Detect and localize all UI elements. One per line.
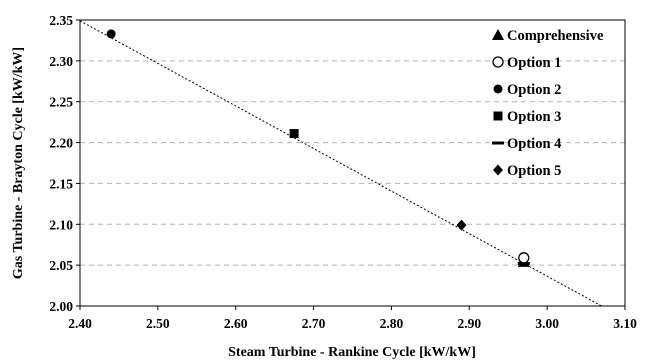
legend-label-option-5: Option 5 [507, 163, 561, 179]
gridlines [80, 60, 625, 266]
legend-marker-option-3 [493, 111, 503, 121]
legend-marker-option-4 [492, 141, 504, 145]
legend-marker-option-1 [492, 56, 504, 68]
legend-label-option-1: Option 1 [507, 55, 561, 71]
data-point-option-5 [456, 219, 467, 231]
y-tick-label: 2.20 [49, 136, 73, 151]
x-tick-label: 3.10 [613, 316, 637, 331]
y-tick-label: 2.10 [49, 217, 73, 232]
data-point-option-3 [289, 129, 299, 139]
legend-label-option-4: Option 4 [507, 136, 561, 152]
plot-area-frame [79, 19, 626, 307]
y-tick-label: 2.35 [49, 13, 73, 28]
y-tick-label: 2.30 [49, 54, 73, 69]
legend-label-option-3: Option 3 [507, 109, 561, 125]
legend-marker-option-5 [493, 164, 503, 176]
y-axis: 2.00 2.05 2.10 2.15 2.20 2.25 2.30 2.35 [49, 13, 80, 314]
x-axis: 2.40 2.50 2.60 2.70 2.80 2.90 3.00 3.10 [68, 306, 637, 331]
data-point-option-4 [517, 262, 530, 266]
data-point-option-1 [518, 252, 530, 264]
y-tick-label: 2.15 [49, 176, 73, 191]
y-tick-label: 2.00 [49, 299, 73, 314]
y-axis-title: Gas Turbine - Brayton Cycle [kW/kW] [11, 47, 26, 279]
x-tick-label: 2.50 [146, 316, 170, 331]
y-tick-label: 2.25 [49, 95, 73, 110]
x-tick-label: 2.40 [68, 316, 92, 331]
data-points [106, 29, 530, 267]
x-tick-label: 2.60 [224, 316, 248, 331]
data-point-option-2 [106, 29, 116, 39]
x-tick-label: 2.90 [457, 316, 481, 331]
x-tick-label: 2.80 [380, 316, 404, 331]
legend: Comprehensive Option 1 Option 2 Option 3 Opt… [492, 28, 604, 179]
y-tick-label: 2.05 [49, 258, 73, 273]
x-tick-label: 3.00 [535, 316, 559, 331]
legend-label-option-2: Option 2 [507, 82, 561, 98]
legend-label-comprehensive: Comprehensive [507, 28, 604, 44]
x-axis-title: Steam Turbine - Rankine Cycle [kW/kW] [228, 345, 476, 360]
x-tick-label: 2.70 [302, 316, 326, 331]
legend-marker-comprehensive [492, 29, 504, 40]
legend-marker-option-2 [493, 84, 503, 94]
trend-line [79, 20, 602, 307]
